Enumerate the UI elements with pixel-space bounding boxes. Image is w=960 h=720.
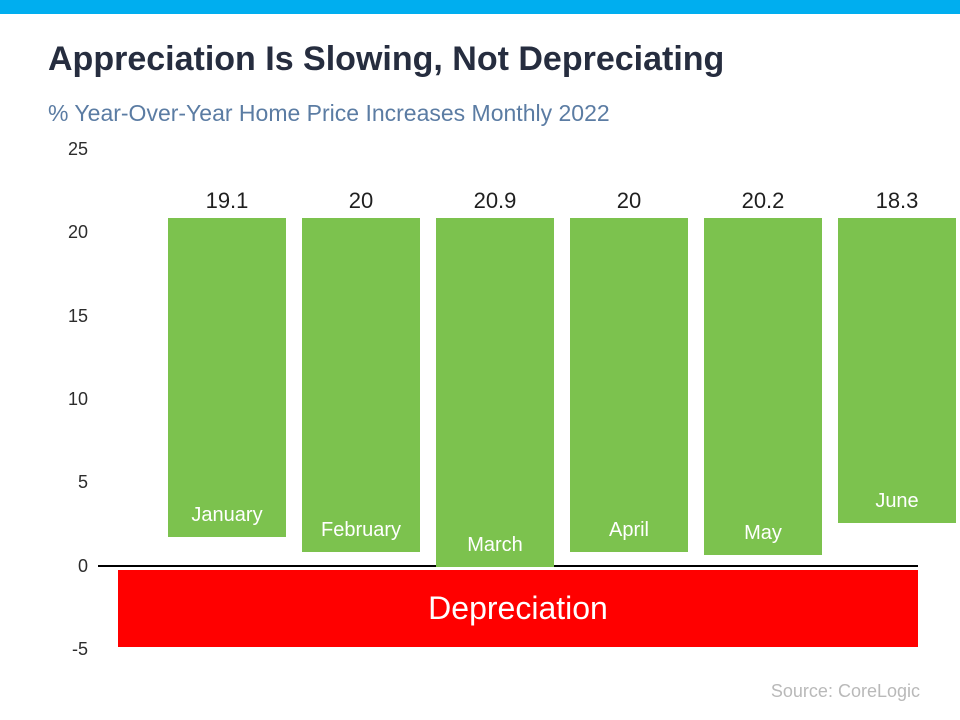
plot-area: 19.1January20February20.9March20April20.… bbox=[98, 150, 918, 650]
chart-title: Appreciation Is Slowing, Not Depreciatin… bbox=[48, 40, 724, 79]
y-tick-label: 20 bbox=[48, 222, 88, 243]
y-tick-label: 5 bbox=[48, 472, 88, 493]
bar-wrap: 20April bbox=[570, 218, 688, 551]
bar bbox=[704, 218, 822, 555]
chart-subtitle: % Year-Over-Year Home Price Increases Mo… bbox=[48, 100, 610, 127]
bar-value-label: 18.3 bbox=[838, 188, 956, 214]
y-tick-label: 0 bbox=[48, 556, 88, 577]
source-caption: Source: CoreLogic bbox=[771, 681, 920, 702]
bar-category-label: February bbox=[302, 519, 420, 542]
bar-category-label: March bbox=[436, 534, 554, 557]
bar-value-label: 20.2 bbox=[704, 188, 822, 214]
top-accent-band bbox=[0, 0, 960, 14]
bar-wrap: 20.2May bbox=[704, 218, 822, 555]
bar-value-label: 20 bbox=[302, 188, 420, 214]
bar-value-label: 20 bbox=[570, 188, 688, 214]
bars-container: 19.1January20February20.9March20April20.… bbox=[168, 218, 956, 566]
bar bbox=[168, 218, 286, 536]
depreciation-label: Depreciation bbox=[428, 590, 608, 627]
y-tick-label: 15 bbox=[48, 306, 88, 327]
bar bbox=[838, 218, 956, 523]
bar-wrap: 20February bbox=[302, 218, 420, 551]
bar bbox=[436, 218, 554, 566]
bar-category-label: May bbox=[704, 522, 822, 545]
y-tick-label: -5 bbox=[48, 639, 88, 660]
y-tick-label: 25 bbox=[48, 139, 88, 160]
y-tick-label: 10 bbox=[48, 389, 88, 410]
bar-category-label: April bbox=[570, 519, 688, 542]
bar-value-label: 20.9 bbox=[436, 188, 554, 214]
bar-wrap: 20.9March bbox=[436, 218, 554, 566]
bar-category-label: January bbox=[168, 504, 286, 527]
chart-page: Appreciation Is Slowing, Not Depreciatin… bbox=[0, 0, 960, 720]
bar bbox=[570, 218, 688, 551]
bar-chart: -50510152025 19.1January20February20.9Ma… bbox=[48, 150, 918, 650]
bar-wrap: 18.3June bbox=[838, 218, 956, 523]
depreciation-box: Depreciation bbox=[118, 570, 918, 647]
bar bbox=[302, 218, 420, 551]
bar-value-label: 19.1 bbox=[168, 188, 286, 214]
bar-category-label: June bbox=[838, 490, 956, 513]
bar-wrap: 19.1January bbox=[168, 218, 286, 536]
